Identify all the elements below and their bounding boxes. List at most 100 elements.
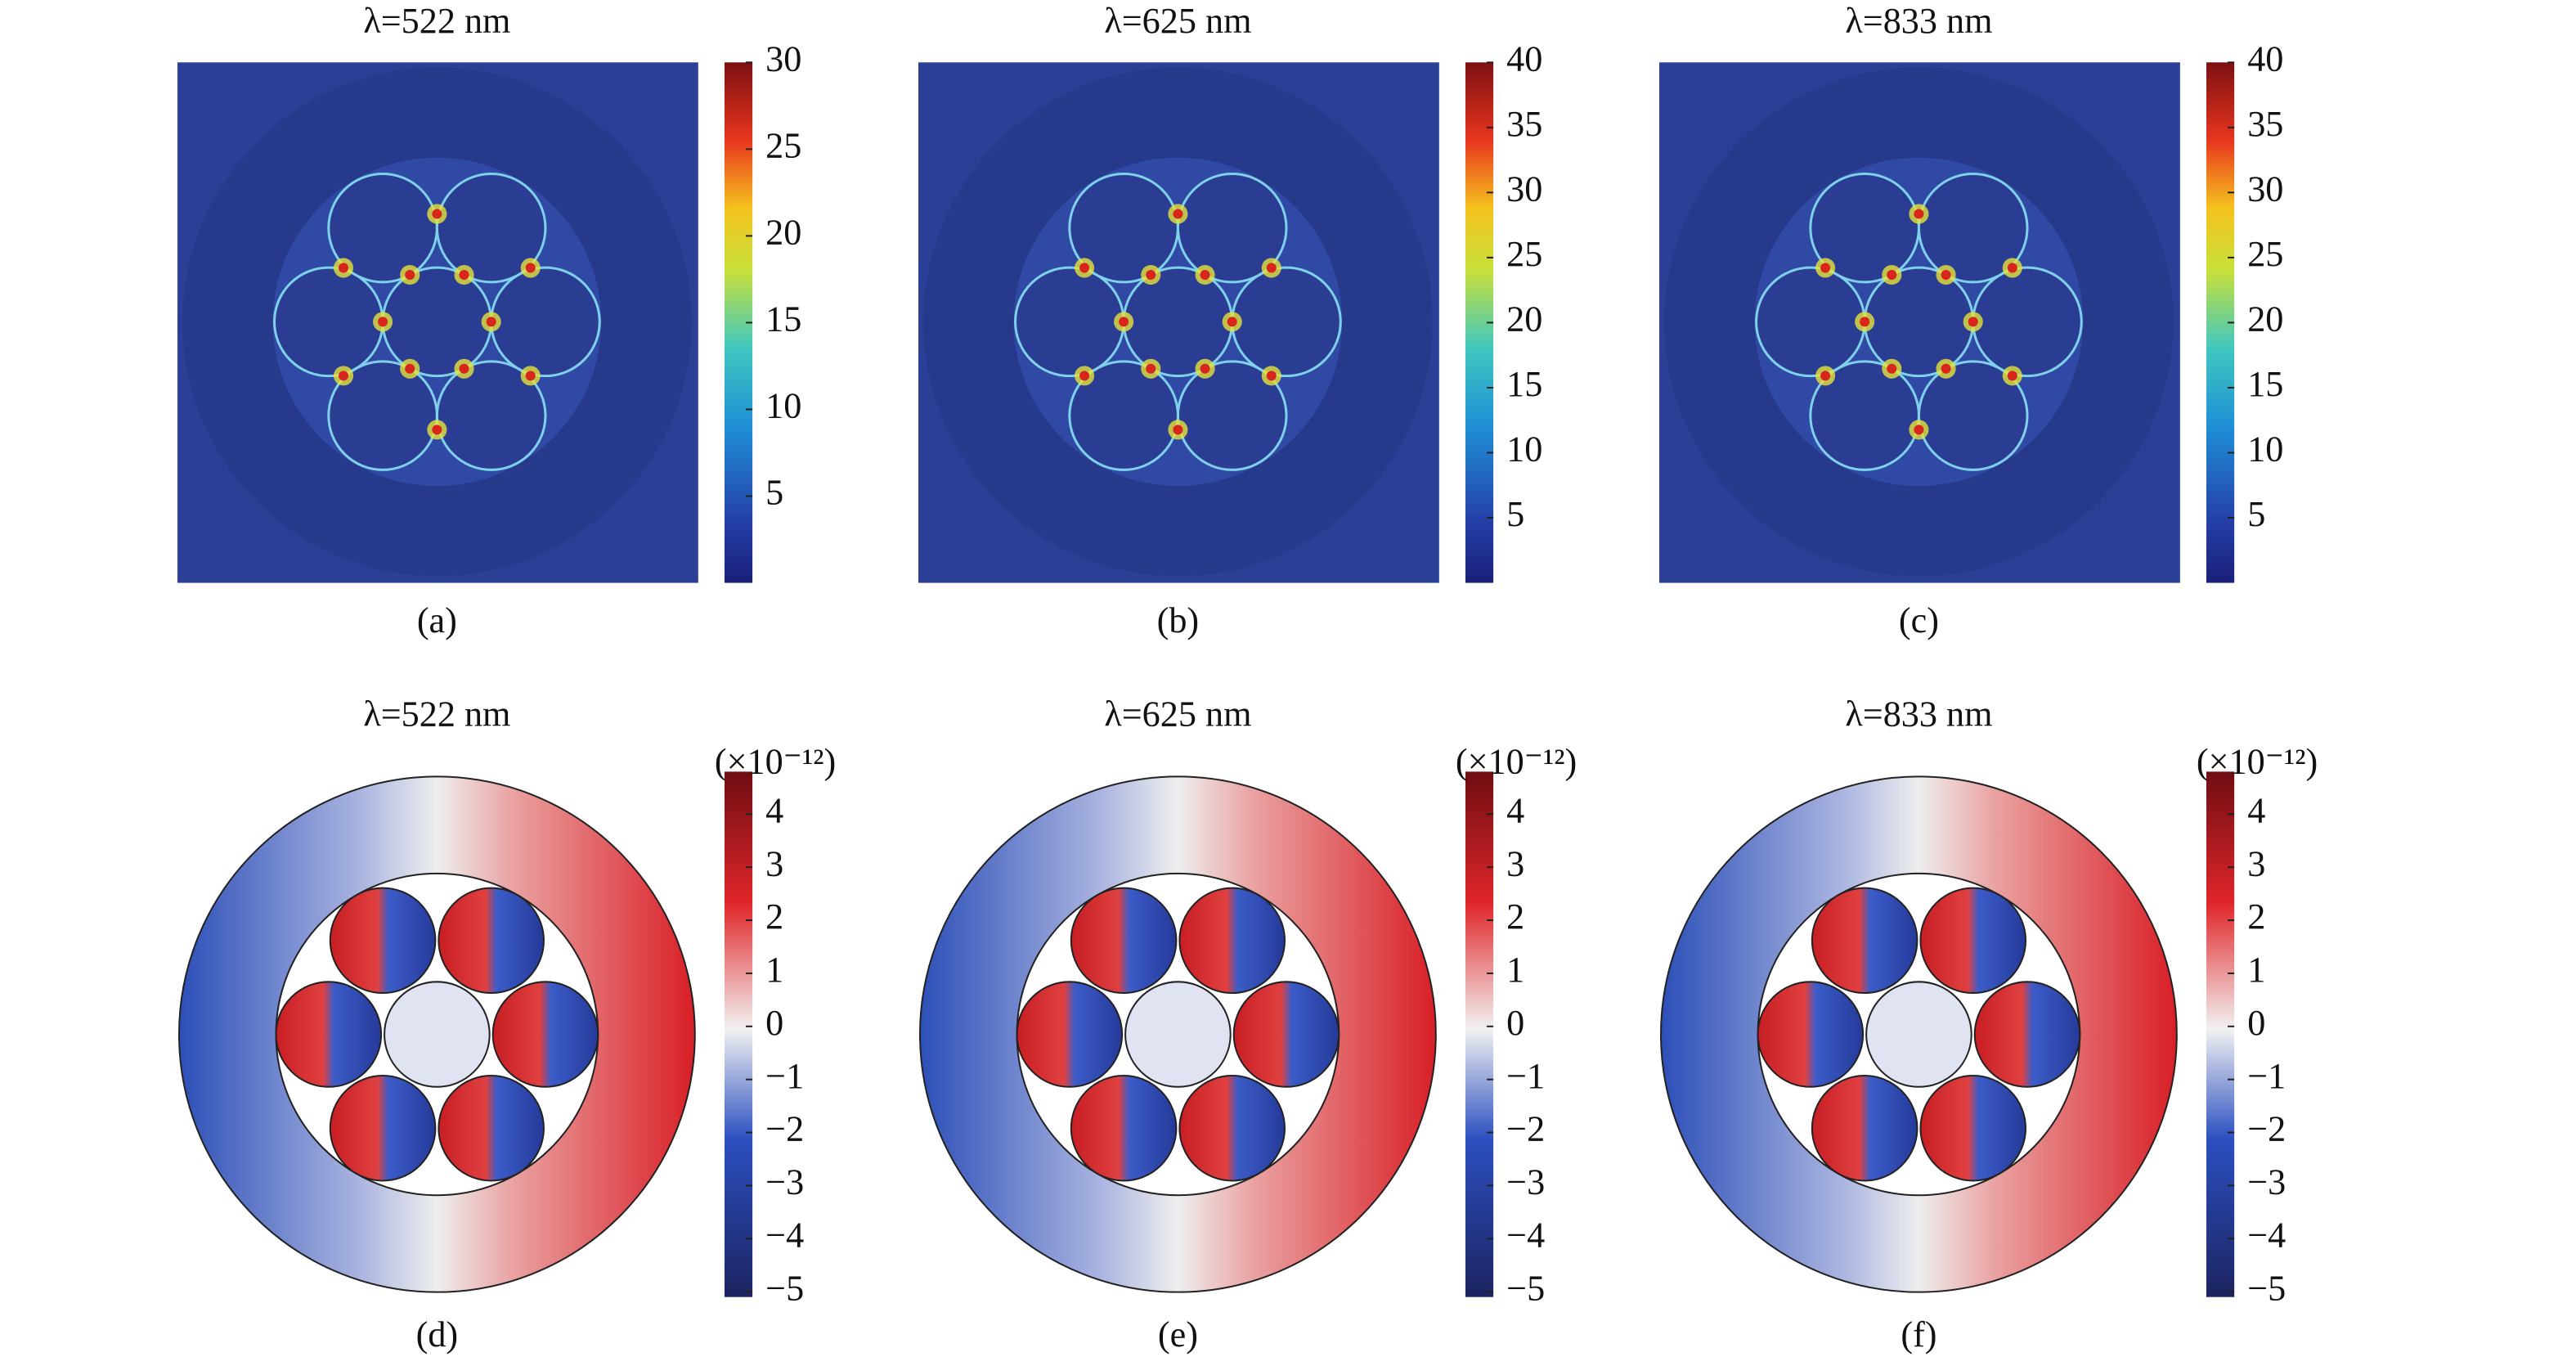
colorbar-tick-label: 5: [1506, 494, 1524, 534]
hotspot: [486, 317, 496, 327]
colorbar-tick-label: 20: [765, 213, 801, 253]
colorbar-tick-label: 0: [1506, 1003, 1524, 1043]
panel: λ=522 nm (d) −5 −4 −3 −2 −1 0 1 2 3 4 (×10⁻¹²): [177, 694, 836, 1355]
colorbar-tick-label: 3: [765, 843, 783, 883]
colorbar-tick-label: 35: [2247, 104, 2283, 144]
colorbar-tick-label: 0: [2247, 1003, 2265, 1043]
rod: [1919, 1075, 2027, 1182]
panel: λ=833 nm (f) −5 −4 −3 −2 −1 0 1 2 3 4 (×10⁻¹²): [1660, 694, 2318, 1355]
hotspot: [1266, 371, 1277, 381]
hotspot: [432, 209, 442, 219]
colorbar-tick-label: −4: [765, 1215, 804, 1255]
hotspot: [1887, 270, 1897, 281]
colorbar-tick-label: −4: [1506, 1215, 1545, 1255]
colorbar-tick-label: 35: [1506, 104, 1542, 144]
rod: [1863, 266, 1975, 378]
rod: [272, 266, 384, 378]
colorbar-tick-label: −3: [2247, 1162, 2286, 1202]
colorbar-unit: (×10⁻¹²): [2197, 742, 2318, 782]
hotspot: [1227, 317, 1237, 327]
rod: [438, 1075, 545, 1182]
hotspot: [378, 317, 388, 327]
rod: [1016, 981, 1124, 1088]
rod: [1919, 887, 2027, 995]
colorbar: [724, 771, 753, 1297]
hotspot: [1079, 371, 1090, 381]
panel-title: λ=522 nm: [363, 1, 510, 41]
rod: [1068, 360, 1179, 471]
colorbar-tick-label: −1: [1506, 1056, 1545, 1096]
colorbar-tick-label: −5: [1506, 1268, 1545, 1308]
rod: [490, 266, 601, 378]
colorbar-tick-label: 0: [765, 1003, 783, 1043]
hotspot: [1968, 317, 1978, 327]
rod: [1811, 1075, 1919, 1182]
rod: [1070, 1075, 1178, 1182]
panel-title: λ=833 nm: [1845, 694, 1992, 734]
rod: [1232, 981, 1340, 1088]
hotspot: [405, 363, 415, 374]
hotspot: [1146, 270, 1156, 281]
colorbar-tick-label: 30: [1506, 169, 1542, 209]
panel-caption: (b): [1157, 600, 1200, 640]
colorbar-tick-label: −2: [2247, 1109, 2286, 1149]
hotspot: [1266, 263, 1277, 273]
rod: [1809, 360, 1920, 471]
colorbar-tick-label: 3: [1506, 843, 1524, 883]
rod: [1755, 266, 1866, 378]
colorbar-tick-label: 2: [2247, 896, 2265, 937]
hotspot: [2007, 371, 2017, 381]
hotspot: [1914, 425, 1924, 435]
colorbar-tick-label: 1: [1506, 950, 1524, 990]
panel-caption: (e): [1158, 1314, 1198, 1355]
rod: [384, 981, 491, 1088]
colorbar-tick-label: −2: [765, 1109, 804, 1149]
colorbar-tick-label: 4: [1506, 790, 1524, 830]
colorbar-tick-label: −1: [2247, 1056, 2286, 1096]
rod: [1122, 266, 1234, 378]
panel: λ=625 nm (e) −5 −4 −3 −2 −1 0 1 2 3 4 (×10⁻¹²): [918, 694, 1577, 1355]
hotspot: [338, 371, 349, 381]
panel-title: λ=625 nm: [1104, 694, 1251, 734]
colorbar-tick-label: 15: [765, 299, 801, 339]
hotspot: [1200, 363, 1210, 374]
rod: [1973, 981, 2081, 1088]
rod: [1178, 887, 1286, 995]
panel: λ=625 nm (b) 5 10 15 20 25 30 35 40: [918, 1, 1542, 640]
panel-caption: (d): [416, 1314, 459, 1355]
panel-title: λ=833 nm: [1845, 1, 1992, 41]
hotspot: [432, 425, 442, 435]
rod: [329, 1075, 437, 1182]
hotspot: [338, 263, 349, 273]
colorbar: [1465, 771, 1494, 1297]
hotspot: [1820, 263, 1831, 273]
colorbar-tick-label: 20: [2247, 299, 2283, 339]
panel: λ=833 nm (c) 5 10 15 20 25 30 35 40: [1659, 1, 2283, 640]
hotspot: [1146, 363, 1156, 374]
hotspot: [1820, 371, 1831, 381]
colorbar-tick-label: 4: [2247, 790, 2265, 830]
colorbar: [2206, 771, 2235, 1297]
rod: [275, 981, 383, 1088]
colorbar-tick-label: 10: [2247, 429, 2283, 470]
hotspot: [405, 270, 415, 281]
hotspot: [1941, 270, 1951, 281]
colorbar-tick-label: −2: [1506, 1109, 1545, 1149]
rod: [1972, 266, 2083, 378]
colorbar-tick-label: 30: [765, 38, 801, 79]
colorbar-tick-label: −1: [765, 1056, 804, 1096]
rod: [435, 172, 547, 284]
panel-title: λ=522 nm: [363, 694, 510, 734]
colorbar-tick-label: 2: [1506, 896, 1524, 937]
colorbar-tick-label: −3: [1506, 1162, 1545, 1202]
colorbar-tick-label: −4: [2247, 1215, 2286, 1255]
colorbar-tick-label: 20: [1506, 299, 1542, 339]
colorbar-tick-label: 30: [2247, 169, 2283, 209]
colorbar-tick-label: 40: [2247, 38, 2283, 79]
hotspot: [1173, 209, 1183, 219]
rod: [1917, 172, 2029, 284]
rod: [1014, 266, 1125, 378]
rod: [329, 887, 437, 995]
rod: [1811, 887, 1919, 995]
